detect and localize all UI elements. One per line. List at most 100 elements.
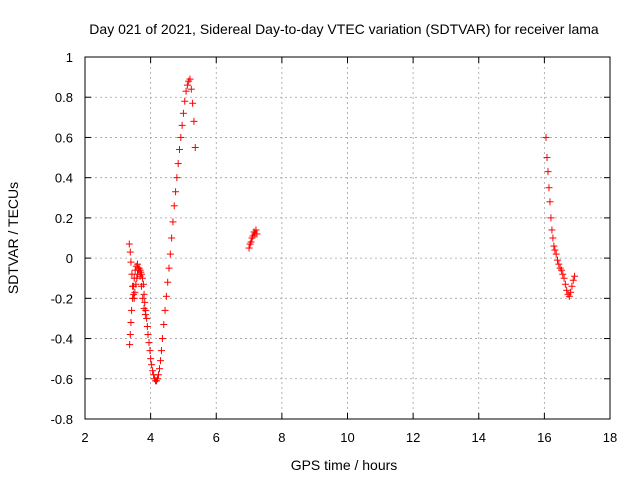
data-point	[139, 294, 147, 302]
data-point	[131, 288, 139, 296]
y-tick-label: 0.6	[55, 130, 73, 145]
data-point	[162, 292, 170, 300]
data-point	[190, 117, 198, 125]
data-point	[144, 331, 152, 339]
data-point	[127, 258, 135, 266]
data-point	[148, 361, 156, 369]
data-point	[147, 355, 155, 363]
data-point	[143, 322, 151, 330]
data-point	[130, 274, 138, 282]
data-point	[555, 260, 563, 268]
data-point	[158, 335, 166, 343]
data-point	[135, 264, 143, 272]
data-point	[568, 282, 576, 290]
y-tick-label: 0.4	[55, 171, 73, 186]
data-point	[545, 184, 553, 192]
data-point	[168, 234, 176, 242]
data-point	[183, 81, 191, 89]
data-point	[127, 318, 135, 326]
data-point	[125, 240, 133, 248]
data-point	[565, 292, 573, 300]
data-point	[145, 339, 153, 347]
data-point	[549, 234, 557, 242]
x-tick-label: 8	[278, 430, 285, 445]
data-point	[154, 375, 162, 383]
y-tick-label: -0.4	[51, 332, 73, 347]
grid-lines	[85, 57, 610, 419]
x-tick-label: 16	[537, 430, 551, 445]
data-point	[156, 357, 164, 365]
data-point	[161, 306, 169, 314]
data-point	[187, 85, 195, 93]
data-point	[554, 256, 561, 264]
data-point	[191, 144, 199, 151]
data-point	[164, 278, 172, 286]
data-point	[146, 347, 154, 355]
data-point	[141, 298, 149, 306]
data-point	[174, 160, 182, 168]
data-point	[547, 214, 555, 222]
data-point	[129, 294, 137, 302]
data-point	[181, 97, 189, 105]
y-ticks: -0.8 -0.6 -0.4 -0.2 0 0.2 0.4 0.6 0.8 1	[51, 50, 610, 427]
data-point	[543, 154, 551, 162]
data-point	[126, 248, 134, 256]
plot-frame	[84, 56, 611, 420]
data-point	[131, 266, 139, 274]
data-point	[542, 133, 550, 141]
data-point	[557, 266, 565, 274]
data-point	[173, 174, 181, 182]
data-point	[178, 121, 186, 129]
x-tick-label: 6	[213, 430, 220, 445]
data-point	[170, 202, 178, 210]
data-point	[141, 310, 149, 318]
x-tick-label: 10	[340, 430, 354, 445]
data-point	[136, 272, 144, 280]
data-point	[177, 133, 185, 141]
x-tick-label: 14	[472, 430, 486, 445]
data-point	[551, 246, 559, 254]
data-point	[569, 276, 577, 284]
data-point	[155, 365, 163, 373]
data-point	[149, 367, 157, 375]
y-axis-label: SDTVAR / TECUs	[5, 182, 21, 294]
y-tick-label: -0.8	[51, 412, 73, 427]
y-tick-label: 0	[66, 251, 73, 266]
y-tick-label: 0.2	[55, 211, 73, 226]
x-tick-label: 4	[147, 430, 154, 445]
data-point	[253, 230, 261, 238]
data-point	[140, 304, 148, 312]
data-point	[559, 270, 567, 278]
y-tick-label: -0.2	[51, 291, 73, 306]
x-tick-label: 12	[406, 430, 420, 445]
data-point	[140, 290, 148, 298]
data-point	[552, 250, 560, 258]
y-tick-label: 1	[66, 50, 73, 65]
data-point	[126, 331, 134, 339]
data-point	[134, 260, 141, 268]
data-point	[179, 109, 187, 117]
data-point	[172, 188, 180, 196]
data-point	[252, 226, 260, 234]
data-point	[571, 272, 579, 280]
data-point	[165, 264, 173, 272]
data-point	[157, 347, 165, 355]
data-point	[186, 75, 194, 83]
data-point	[166, 250, 174, 258]
data-point	[155, 371, 162, 379]
data-point	[548, 226, 556, 234]
data-point	[245, 244, 253, 252]
data-point	[137, 282, 145, 290]
data-point	[160, 320, 168, 328]
data-point	[546, 198, 554, 206]
data-series-sdtvar	[125, 75, 579, 385]
data-point	[560, 274, 568, 282]
data-point	[550, 242, 558, 250]
data-point	[182, 87, 190, 95]
y-tick-label: 0.8	[55, 90, 73, 105]
data-point	[189, 99, 197, 107]
x-ticks: 2 4 6 8 10 12 14 16 18	[81, 57, 617, 445]
data-point	[130, 282, 138, 290]
data-point	[544, 168, 552, 176]
